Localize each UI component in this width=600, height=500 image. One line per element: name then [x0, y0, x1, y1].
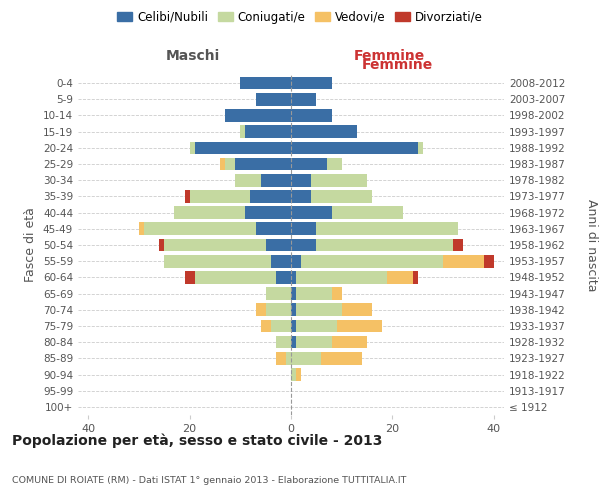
Bar [266, 288, 291, 300]
Bar [139, 222, 144, 235]
Bar [164, 255, 271, 268]
Bar [276, 336, 291, 348]
Bar [271, 320, 291, 332]
Bar [260, 174, 291, 186]
Bar [291, 158, 326, 170]
Bar [256, 222, 291, 235]
Text: Femmine: Femmine [362, 58, 433, 71]
Bar [291, 142, 418, 154]
Bar [296, 288, 332, 300]
Bar [276, 352, 286, 364]
Bar [235, 174, 260, 186]
Bar [296, 271, 388, 283]
Bar [194, 271, 276, 283]
Bar [413, 271, 418, 283]
Bar [316, 222, 458, 235]
Bar [291, 352, 322, 364]
Bar [332, 206, 403, 219]
Bar [291, 126, 357, 138]
Bar [291, 93, 316, 106]
Bar [291, 206, 332, 219]
Bar [256, 93, 291, 106]
Bar [418, 142, 423, 154]
Bar [271, 255, 291, 268]
Bar [291, 190, 311, 202]
Bar [291, 109, 332, 122]
Bar [332, 336, 367, 348]
Y-axis label: Fasce di età: Fasce di età [25, 208, 37, 282]
Bar [337, 320, 382, 332]
Text: COMUNE DI ROIATE (RM) - Dati ISTAT 1° gennaio 2013 - Elaborazione TUTTITALIA.IT: COMUNE DI ROIATE (RM) - Dati ISTAT 1° ge… [12, 476, 406, 485]
Bar [250, 190, 291, 202]
Bar [484, 255, 494, 268]
Bar [296, 320, 337, 332]
Bar [175, 206, 245, 219]
Bar [266, 304, 291, 316]
Bar [311, 190, 372, 202]
Bar [235, 158, 291, 170]
Bar [240, 126, 245, 138]
Bar [185, 190, 190, 202]
Bar [332, 288, 342, 300]
Bar [220, 158, 225, 170]
Bar [256, 304, 266, 316]
Bar [190, 142, 194, 154]
Bar [291, 304, 296, 316]
Bar [316, 238, 453, 252]
Text: Maschi: Maschi [166, 49, 220, 63]
Bar [301, 255, 443, 268]
Text: Popolazione per età, sesso e stato civile - 2013: Popolazione per età, sesso e stato civil… [12, 433, 382, 448]
Bar [225, 109, 291, 122]
Bar [291, 255, 301, 268]
Bar [291, 222, 316, 235]
Bar [291, 77, 332, 90]
Bar [291, 368, 296, 381]
Bar [245, 126, 291, 138]
Bar [291, 336, 296, 348]
Bar [190, 190, 250, 202]
Bar [159, 238, 164, 252]
Bar [164, 238, 266, 252]
Bar [388, 271, 413, 283]
Bar [322, 352, 362, 364]
Bar [443, 255, 484, 268]
Bar [291, 238, 316, 252]
Y-axis label: Anni di nascita: Anni di nascita [585, 198, 598, 291]
Bar [311, 174, 367, 186]
Bar [296, 368, 301, 381]
Bar [276, 271, 291, 283]
Bar [291, 271, 296, 283]
Legend: Celibi/Nubili, Coniugati/e, Vedovi/e, Divorziati/e: Celibi/Nubili, Coniugati/e, Vedovi/e, Di… [112, 6, 488, 28]
Bar [266, 238, 291, 252]
Bar [453, 238, 463, 252]
Bar [185, 271, 194, 283]
Bar [342, 304, 372, 316]
Bar [296, 304, 342, 316]
Bar [225, 158, 235, 170]
Bar [291, 174, 311, 186]
Bar [240, 77, 291, 90]
Bar [291, 288, 296, 300]
Bar [144, 222, 256, 235]
Bar [286, 352, 291, 364]
Bar [296, 336, 332, 348]
Bar [291, 320, 296, 332]
Bar [326, 158, 342, 170]
Bar [260, 320, 271, 332]
Bar [194, 142, 291, 154]
Text: Femmine: Femmine [353, 49, 425, 63]
Bar [245, 206, 291, 219]
